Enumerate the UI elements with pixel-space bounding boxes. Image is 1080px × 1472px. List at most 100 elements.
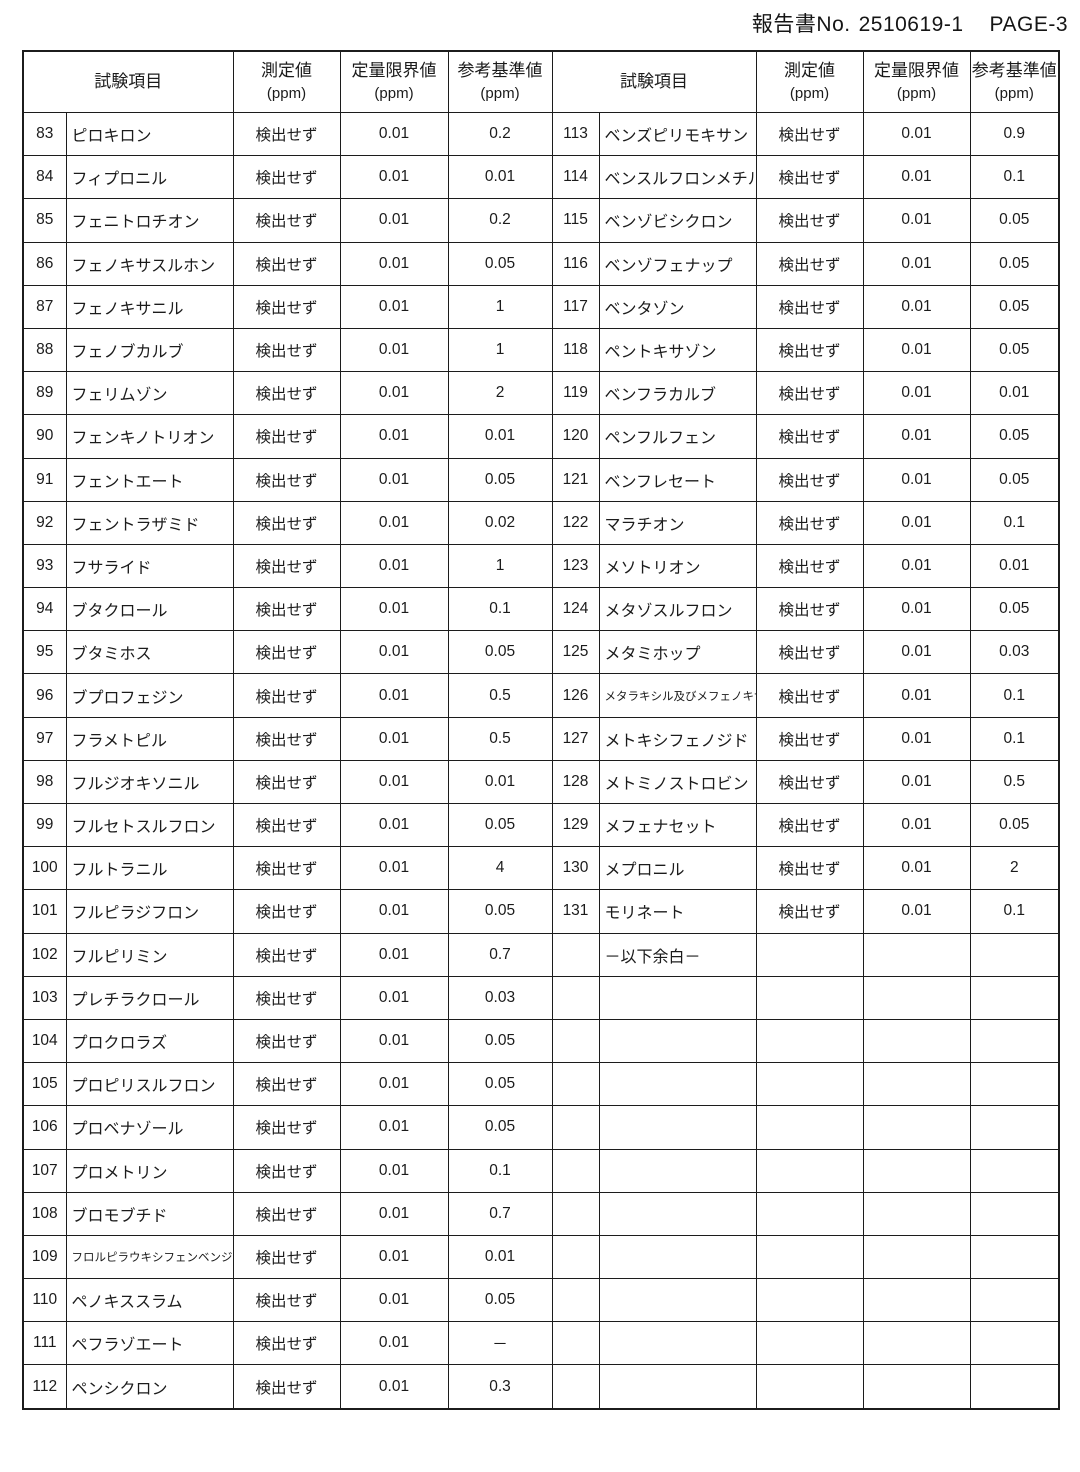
row-index-cell: 125 <box>551 630 600 675</box>
table-row: 112 ペンシクロン 検出せず 0.01 0.3 <box>22 1364 1060 1410</box>
reference-value-cell: 0.05 <box>969 284 1060 329</box>
test-item-cell: フェニトロチオン <box>65 198 234 243</box>
row-index-cell: 94 <box>22 587 67 632</box>
row-index-cell: 96 <box>22 673 67 718</box>
quant-limit-cell <box>862 1191 971 1236</box>
reference-value-cell: 0.2 <box>447 111 553 157</box>
table-row: 105 プロピリスルフロン 検出せず 0.01 0.05 <box>22 1062 1060 1107</box>
measured-value-cell: 検出せず <box>232 1321 341 1366</box>
row-index-cell: 103 <box>22 975 67 1020</box>
row-index-cell: 93 <box>22 543 67 589</box>
reference-value-cell: 0.05 <box>447 1278 553 1323</box>
row-index-cell <box>551 1321 600 1366</box>
reference-value-cell: 0.05 <box>969 802 1060 848</box>
measured-value-cell: 検出せず <box>232 673 341 718</box>
test-item-cell: フロルピラウキシフェンベンジル <box>65 1234 234 1280</box>
reference-value-cell: 0.05 <box>969 241 1060 286</box>
row-index-cell: 128 <box>551 759 600 805</box>
quant-limit-cell: 0.01 <box>862 673 971 718</box>
reference-value-cell: 0.1 <box>969 889 1060 934</box>
reference-value-cell: 1 <box>447 327 553 373</box>
measured-value-cell: 検出せず <box>232 1148 341 1193</box>
test-item-cell: ブロモブチド <box>65 1191 234 1236</box>
row-index-cell <box>551 1062 600 1107</box>
quant-limit-cell: 0.01 <box>339 1062 449 1107</box>
table-row: 93 フサライド 検出せず 0.01 1 123 メソトリオン 検出せず 0.01 0.01 <box>22 543 1060 589</box>
test-item-cell: フルトラニル <box>65 846 234 891</box>
test-item-cell <box>598 1148 757 1193</box>
test-item-cell: ベンフラカルブ <box>598 371 757 416</box>
reference-value-cell: 0.5 <box>447 716 553 761</box>
reference-value-cell: 0.05 <box>969 198 1060 243</box>
quant-limit-cell <box>862 1321 971 1366</box>
row-index-cell: 109 <box>22 1234 67 1280</box>
reference-value-cell: 0.05 <box>969 414 1060 459</box>
row-index-cell: 98 <box>22 759 67 805</box>
measured-value-cell: 検出せず <box>755 371 864 416</box>
test-item-cell: フラメトピル <box>65 716 234 761</box>
measured-value-cell: 検出せず <box>232 1105 341 1150</box>
row-index-cell: 112 <box>22 1364 67 1410</box>
row-index-cell: 110 <box>22 1278 67 1323</box>
measured-value-cell: 検出せず <box>232 759 341 805</box>
quant-limit-cell: 0.01 <box>862 846 971 891</box>
measured-value-cell: 検出せず <box>755 673 864 718</box>
measured-value-cell <box>755 1278 864 1323</box>
measured-value-cell <box>755 1234 864 1280</box>
reference-value-cell: 0.1 <box>969 716 1060 761</box>
test-item-cell: フェントエート <box>65 457 234 502</box>
table-row: 94 ブタクロール 検出せず 0.01 0.1 124 メタゾスルフロン 検出せず 0.01 0.… <box>22 587 1060 632</box>
quant-limit-cell: 0.01 <box>339 889 449 934</box>
test-item-cell: フェノキサスルホン <box>65 241 234 286</box>
quant-limit-cell <box>862 1148 971 1193</box>
quant-limit-cell: 0.01 <box>862 716 971 761</box>
measured-value-cell <box>755 975 864 1020</box>
measured-value-cell <box>755 1018 864 1064</box>
quant-limit-cell <box>862 975 971 1020</box>
quant-limit-cell: 0.01 <box>862 802 971 848</box>
reference-value-cell: 0.05 <box>447 802 553 848</box>
row-index-cell: 120 <box>551 414 600 459</box>
quant-limit-cell: 0.01 <box>339 1105 449 1150</box>
table-row: 91 フェントエート 検出せず 0.01 0.05 121 ベンフレセート 検出せず 0.01 0… <box>22 457 1060 502</box>
reference-value-cell <box>969 1148 1060 1193</box>
header-limit-left: 定量限界値 (ppm) <box>339 50 449 113</box>
measured-value-cell: 検出せず <box>232 1191 341 1236</box>
reference-value-cell <box>969 1321 1060 1366</box>
test-results-table: 試験項目 測定値 (ppm) 定量限界値 (ppm) 参考基準値 (ppm) 試験項目… <box>22 50 1060 1410</box>
table-row: 87 フェノキサニル 検出せず 0.01 1 117 ベンタゾン 検出せず 0.01 0.05 <box>22 284 1060 329</box>
header-reference-left: 参考基準値 (ppm) <box>447 50 553 113</box>
measured-value-cell: 検出せず <box>755 198 864 243</box>
row-index-cell: 91 <box>22 457 67 502</box>
quant-limit-cell: 0.01 <box>862 630 971 675</box>
quant-limit-cell: 0.01 <box>339 414 449 459</box>
row-index-cell: 121 <box>551 457 600 502</box>
reference-value-cell: 0.05 <box>447 1018 553 1064</box>
quant-limit-cell: 0.01 <box>862 500 971 545</box>
test-item-cell: フルジオキソニル <box>65 759 234 805</box>
reference-value-cell: 0.05 <box>447 1105 553 1150</box>
test-item-cell: フィプロニル <box>65 155 234 200</box>
test-item-cell: ペフラゾエート <box>65 1321 234 1366</box>
measured-value-cell <box>755 1062 864 1107</box>
quant-limit-cell: 0.01 <box>862 371 971 416</box>
quant-limit-cell: 0.01 <box>339 1148 449 1193</box>
row-index-cell: 89 <box>22 371 67 416</box>
row-index-cell: 102 <box>22 932 67 977</box>
table-row: 99 フルセトスルフロン 検出せず 0.01 0.05 129 メフェナセット 検出せず 0.0… <box>22 802 1060 848</box>
row-index-cell <box>551 1191 600 1236</box>
table-row: 83 ピロキロン 検出せず 0.01 0.2 113 ベンズピリモキサン 検出せず 0.01 0.… <box>22 111 1060 157</box>
quant-limit-cell: 0.01 <box>339 932 449 977</box>
test-item-cell: プロクロラズ <box>65 1018 234 1064</box>
measured-value-cell: 検出せず <box>232 1234 341 1280</box>
measured-value-cell: 検出せず <box>232 284 341 329</box>
row-index-cell <box>551 1234 600 1280</box>
reference-value-cell: － <box>447 1321 553 1366</box>
table-row: 90 フェンキノトリオン 検出せず 0.01 0.01 120 ペンフルフェン 検出せず 0.0… <box>22 414 1060 459</box>
quant-limit-cell: 0.01 <box>862 327 971 373</box>
row-index-cell <box>551 1364 600 1410</box>
reference-value-cell: 0.9 <box>969 111 1060 157</box>
test-item-cell: ベンスルフロンメチル <box>598 155 757 200</box>
row-index-cell: 90 <box>22 414 67 459</box>
row-index-cell: 84 <box>22 155 67 200</box>
